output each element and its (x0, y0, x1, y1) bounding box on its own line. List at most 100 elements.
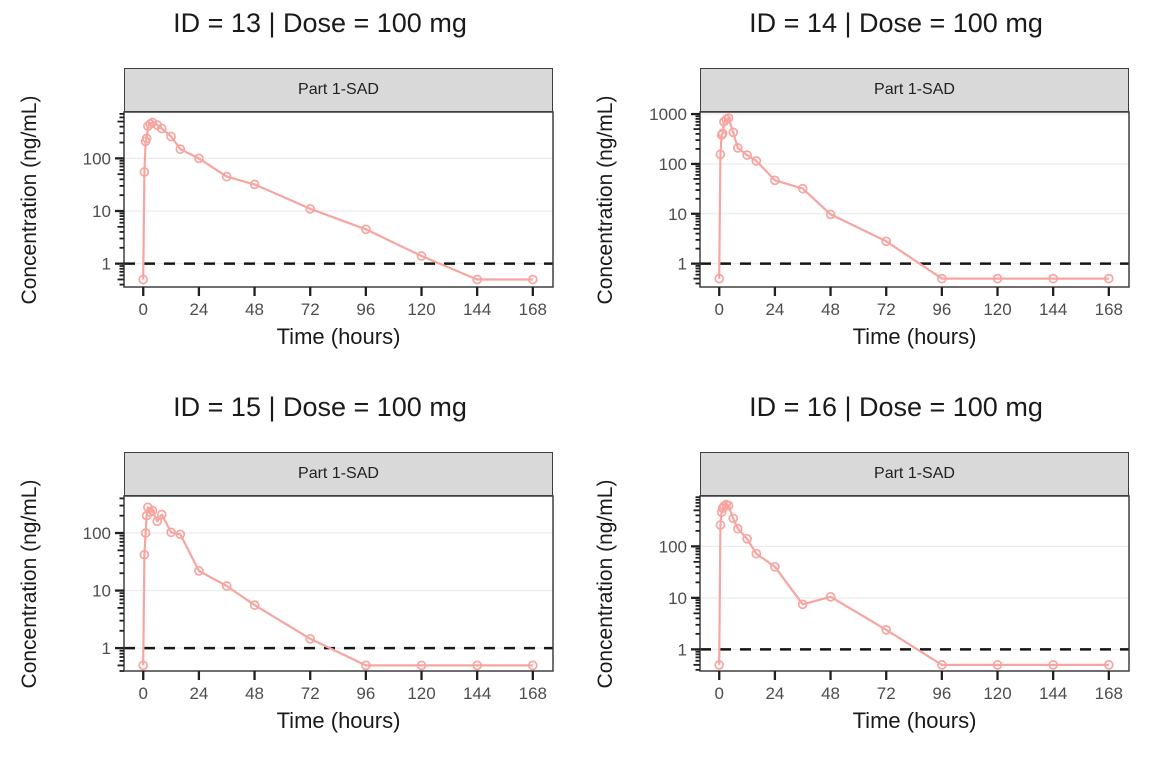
data-point (138, 274, 149, 285)
data-point (728, 127, 739, 138)
pk-panel-id-16: ID = 16 | Dose = 100 mg Concentration (n… (576, 384, 1152, 768)
pk-panel-id-14: ID = 14 | Dose = 100 mg Concentration (n… (576, 0, 1152, 384)
x-tick-label: 120 (407, 300, 435, 319)
data-point (139, 549, 150, 560)
y-tick-label: 1000 (649, 105, 687, 124)
plot-area-id-16: 1 10 100 0 24 48 72 96 120 144 168 (659, 495, 1130, 703)
chart-title: ID = 16 | Dose = 100 mg (749, 392, 1043, 422)
x-tick-label: 48 (821, 300, 840, 319)
plot-area-id-13: 1 10 100 0 24 48 72 96 120 144 168 (83, 111, 554, 319)
panel-border (699, 495, 1130, 672)
data-point (881, 236, 892, 247)
data-point (797, 599, 808, 610)
data-point (305, 203, 316, 214)
data-point (416, 660, 427, 671)
data-point (825, 591, 836, 602)
data-point (714, 660, 725, 670)
x-tick-label: 0 (139, 684, 148, 703)
x-tick-label: 24 (765, 684, 784, 703)
panel-background (124, 496, 553, 671)
data-point (1048, 273, 1059, 284)
pk-line (142, 121, 533, 281)
data-point (719, 501, 729, 512)
data-point (717, 128, 728, 139)
data-point (139, 167, 150, 177)
y-tick-label: 100 (659, 537, 687, 556)
panel-background (700, 112, 1129, 287)
data-point (166, 131, 176, 142)
panel-border (123, 495, 554, 672)
data-point (156, 123, 167, 134)
data-point (797, 183, 808, 194)
data-point (472, 660, 483, 671)
pk-line (718, 116, 1109, 280)
x-tick-label: 0 (715, 300, 724, 319)
y-tick-label: 10 (668, 205, 687, 224)
x-tick-label: 24 (765, 300, 784, 319)
x-axis-title: Time (hours) (276, 708, 401, 733)
data-point (1048, 660, 1059, 670)
y-tick-label: 1 (678, 255, 687, 274)
x-tick-label: 144 (1039, 684, 1067, 703)
data-point (1103, 660, 1114, 670)
data-point (361, 224, 371, 235)
x-tick-label: 72 (301, 684, 320, 703)
data-point (249, 600, 260, 610)
data-point (221, 171, 232, 182)
x-tick-label: 48 (245, 684, 264, 703)
y-tick-label: 10 (92, 582, 111, 601)
data-point (715, 520, 726, 530)
panel-background (700, 496, 1129, 671)
data-point (249, 179, 260, 190)
data-point (472, 274, 483, 285)
data-point (825, 209, 836, 220)
data-point (361, 660, 371, 671)
pk-panel-id-13: ID = 13 | Dose = 100 mg Concentration (n… (0, 0, 576, 384)
data-point (141, 133, 152, 144)
x-tick-label: 96 (932, 684, 951, 703)
data-point (992, 273, 1003, 284)
y-tick-label: 10 (92, 202, 111, 221)
data-point (527, 660, 538, 671)
data-point (194, 566, 204, 576)
facet-strip: Part 1-SAD (124, 68, 553, 112)
x-tick-label: 48 (245, 300, 264, 319)
x-tick-label: 144 (463, 300, 491, 319)
data-point (156, 509, 167, 520)
y-tick-label: 1 (678, 640, 687, 659)
data-point (881, 624, 892, 635)
data-point (992, 660, 1003, 670)
x-tick-label: 72 (301, 300, 320, 319)
data-point (742, 150, 752, 160)
x-tick-label: 168 (1095, 300, 1123, 319)
x-tick-label: 72 (877, 300, 896, 319)
plot-area-id-14: 1 10 100 1000 0 24 48 72 96 120 144 168 (649, 105, 1130, 319)
chart-title: ID = 13 | Dose = 100 mg (173, 8, 467, 38)
x-tick-label: 0 (139, 300, 148, 319)
y-tick-label: 100 (83, 524, 111, 543)
data-point (175, 529, 186, 540)
data-point (732, 143, 743, 153)
data-point (147, 505, 158, 516)
data-point (742, 533, 752, 544)
data-point (305, 633, 316, 644)
pk-panel-id-15: ID = 15 | Dose = 100 mg Concentration (n… (0, 384, 576, 768)
x-tick-label: 120 (407, 684, 435, 703)
data-point (140, 528, 151, 538)
x-tick-label: 24 (189, 300, 208, 319)
data-point (723, 113, 734, 123)
data-point (714, 273, 725, 284)
x-axis-title: Time (hours) (852, 324, 977, 349)
chart-title: ID = 14 | Dose = 100 mg (749, 8, 1043, 38)
data-point (715, 149, 726, 160)
x-tick-label: 168 (1095, 684, 1123, 703)
x-tick-label: 48 (821, 684, 840, 703)
x-tick-label: 120 (983, 300, 1011, 319)
data-point (751, 156, 762, 166)
data-point (723, 500, 734, 511)
data-point (527, 274, 538, 285)
y-tick-label: 1 (102, 639, 111, 658)
plot-area-id-15: 1 10 100 0 24 48 72 96 120 144 168 (83, 495, 554, 703)
data-point (175, 144, 186, 154)
